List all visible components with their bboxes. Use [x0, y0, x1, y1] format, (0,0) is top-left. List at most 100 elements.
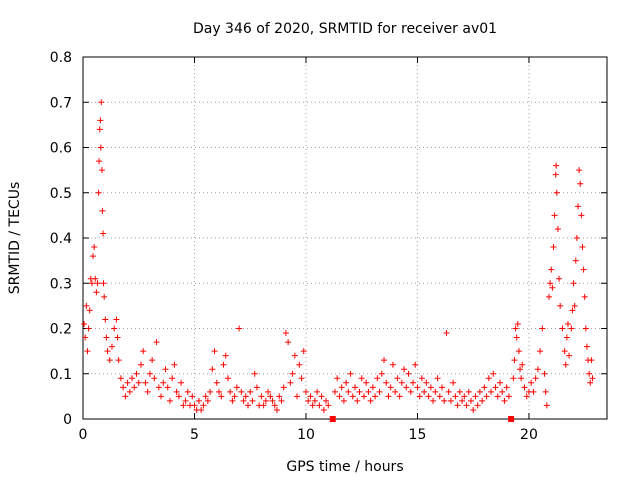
data-point	[162, 366, 169, 373]
data-point	[511, 357, 518, 364]
data-point	[96, 126, 103, 133]
data-point	[311, 397, 318, 404]
data-point	[233, 384, 240, 391]
data-point	[376, 388, 383, 395]
y-tick-label: 0.3	[50, 276, 72, 292]
data-point	[561, 348, 568, 355]
data-point	[207, 388, 214, 395]
data-point	[354, 397, 361, 404]
data-point	[580, 266, 587, 273]
data-point	[86, 307, 93, 314]
data-point	[336, 393, 343, 400]
data-point	[436, 393, 443, 400]
data-point	[260, 402, 267, 409]
data-point	[405, 370, 412, 377]
data-point	[100, 280, 107, 287]
data-point	[325, 402, 332, 409]
data-point	[443, 330, 450, 337]
data-point	[122, 393, 129, 400]
data-point	[173, 388, 180, 395]
data-point	[91, 244, 98, 251]
data-point	[97, 117, 104, 124]
data-point	[133, 370, 140, 377]
data-point	[479, 397, 486, 404]
data-point	[100, 230, 107, 237]
data-point	[209, 366, 216, 373]
data-point	[291, 352, 298, 359]
data-point	[517, 366, 524, 373]
data-point	[93, 289, 100, 296]
data-point	[570, 280, 577, 287]
data-point	[541, 370, 548, 377]
data-point	[562, 361, 569, 368]
data-point	[345, 388, 352, 395]
data-point	[392, 388, 399, 395]
data-point	[340, 397, 347, 404]
data-point	[101, 293, 108, 300]
data-point	[289, 370, 296, 377]
x-tick-label: 5	[190, 427, 199, 443]
data-point	[452, 393, 459, 400]
data-point	[82, 334, 89, 341]
data-point	[518, 375, 525, 382]
data-point	[447, 397, 454, 404]
data-point	[276, 393, 283, 400]
data-point	[583, 343, 590, 350]
data-point	[378, 370, 385, 377]
data-point	[267, 393, 274, 400]
data-point	[175, 393, 182, 400]
y-axis-label: SRMTID / TECUs	[7, 182, 23, 295]
data-point	[189, 393, 196, 400]
data-point	[553, 189, 560, 196]
data-point	[554, 225, 561, 232]
data-point	[456, 388, 463, 395]
data-point	[202, 393, 209, 400]
data-point	[343, 379, 350, 386]
data-point	[572, 257, 579, 264]
data-point	[579, 244, 586, 251]
data-point	[220, 361, 227, 368]
data-point	[505, 393, 512, 400]
data-point	[472, 393, 479, 400]
data-point	[113, 316, 120, 323]
data-point	[412, 361, 419, 368]
data-point	[129, 375, 136, 382]
data-point	[372, 393, 379, 400]
data-point	[360, 393, 367, 400]
data-point	[358, 375, 365, 382]
data-point	[300, 348, 307, 355]
x-tick-label: 10	[297, 427, 315, 443]
data-point	[320, 406, 327, 413]
data-point	[249, 397, 256, 404]
data-point	[369, 384, 376, 391]
data-point	[474, 402, 481, 409]
data-point	[421, 388, 428, 395]
data-point	[571, 302, 578, 309]
data-point	[204, 397, 211, 404]
data-point	[318, 393, 325, 400]
data-point	[410, 379, 417, 386]
data-point	[287, 379, 294, 386]
data-point	[296, 361, 303, 368]
data-point	[146, 370, 153, 377]
data-point	[213, 379, 220, 386]
data-point	[117, 375, 124, 382]
data-point	[323, 397, 330, 404]
data-point	[459, 397, 466, 404]
data-point	[427, 384, 434, 391]
data-point	[542, 388, 549, 395]
data-point	[273, 406, 280, 413]
y-tick-label: 0.6	[50, 141, 72, 157]
data-point	[278, 397, 285, 404]
data-point	[218, 393, 225, 400]
data-point	[155, 384, 162, 391]
data-point	[416, 393, 423, 400]
chart-title: Day 346 of 2020, SRMTID for receiver av0…	[193, 21, 497, 37]
data-point	[396, 393, 403, 400]
data-point	[99, 207, 106, 214]
data-point	[476, 388, 483, 395]
x-tick-label: 15	[409, 427, 427, 443]
data-point	[178, 379, 185, 386]
y-tick-label: 0.8	[50, 50, 72, 66]
